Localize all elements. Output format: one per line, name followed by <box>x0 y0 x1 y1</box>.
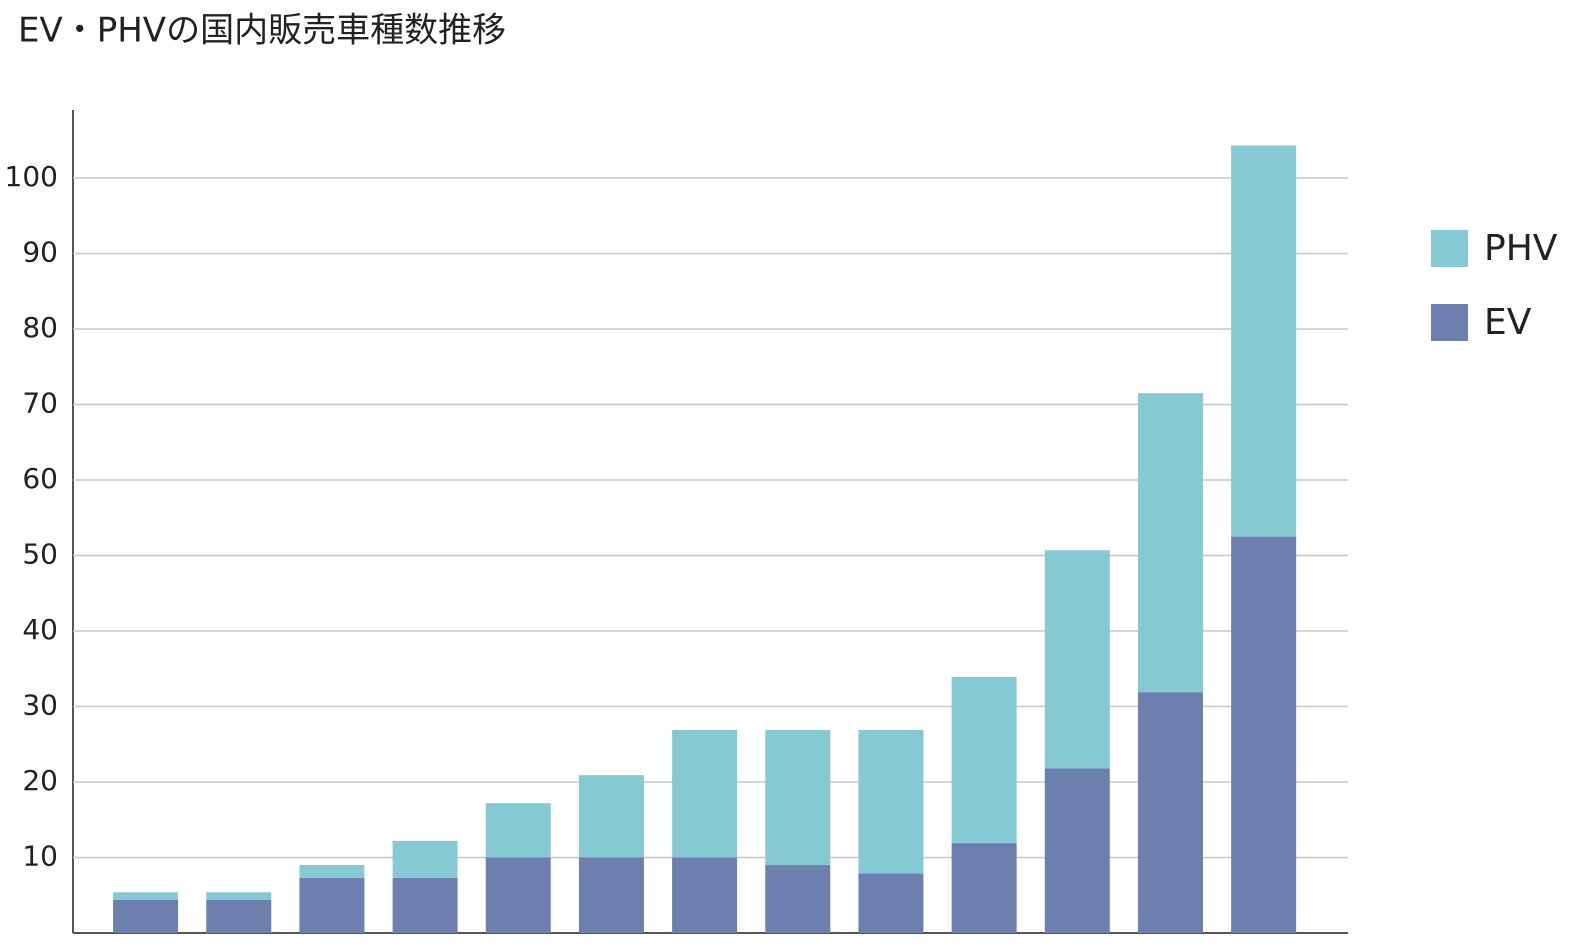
bar-segment <box>578 775 644 858</box>
chart-title: EV・PHVの国内販売車種数推移 <box>18 11 506 51</box>
bar-segment <box>299 877 365 933</box>
y-tick-label: 100 <box>5 160 58 193</box>
y-tick-label: 90 <box>22 235 58 268</box>
bar-segment <box>392 877 458 933</box>
bar-segment <box>951 843 1017 933</box>
y-tick-label: 20 <box>22 764 58 797</box>
bar-segment <box>672 857 738 933</box>
y-tick-label: 50 <box>22 537 58 570</box>
bar-segment <box>578 857 644 933</box>
bar-segment <box>765 729 831 866</box>
y-tick-label: 80 <box>22 311 58 344</box>
bar-segment <box>485 857 551 933</box>
bar-segment <box>485 803 551 858</box>
y-tick-label: 60 <box>22 462 58 495</box>
bar-segment <box>1044 550 1110 769</box>
bar-segment <box>1231 536 1297 933</box>
bar-segment <box>951 677 1017 844</box>
bar-segment <box>1044 768 1110 933</box>
bar-segment <box>858 873 924 933</box>
bar-segment <box>206 899 272 933</box>
bar-segment <box>858 729 924 874</box>
legend-label: PHV <box>1484 228 1558 269</box>
bar-segment <box>299 865 365 878</box>
bar-segment <box>392 840 458 878</box>
y-tick-label: 40 <box>22 613 58 646</box>
bar-segment <box>672 729 738 858</box>
legend-swatch <box>1431 230 1468 267</box>
y-tick-label: 30 <box>22 688 58 721</box>
bar-segment <box>1137 692 1203 933</box>
bar-segment <box>1137 393 1203 693</box>
legend-swatch <box>1431 304 1468 341</box>
bar-segment <box>1231 145 1297 537</box>
bar-segment <box>206 892 272 900</box>
legend-label: EV <box>1484 302 1532 343</box>
y-tick-label: 10 <box>22 839 58 872</box>
bar-segment <box>765 865 831 933</box>
bar-segment <box>113 892 179 900</box>
y-tick-label: 70 <box>22 386 58 419</box>
bar-segment <box>113 899 179 933</box>
